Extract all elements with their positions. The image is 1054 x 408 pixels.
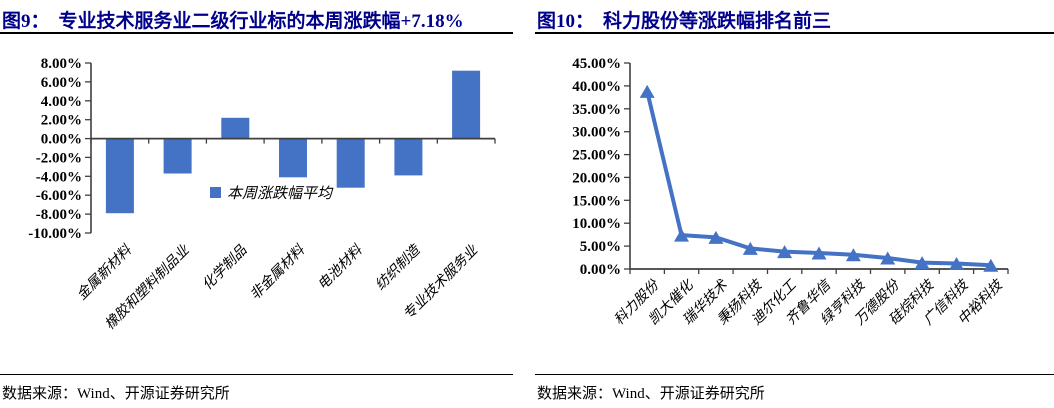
bar <box>394 138 423 176</box>
y-axis-tick-label: 6.00% <box>41 75 82 91</box>
bar <box>452 70 481 139</box>
y-axis-tick-label: 4.00% <box>41 94 82 110</box>
figure9-source-note: 数据来源：Wind、开源证券研究所 <box>2 386 230 402</box>
triangle-marker-icon <box>639 84 655 98</box>
bar <box>105 138 134 214</box>
figure10-label: 图10： <box>537 11 595 32</box>
y-axis-tick-label: 35.00% <box>572 102 621 118</box>
y-axis-tick-label: -4.00% <box>36 169 82 185</box>
x-category-label: 非金属材料 <box>247 242 309 304</box>
x-category-label: 纺织制造 <box>372 241 424 293</box>
y-axis-tick-label: 15.00% <box>572 193 621 209</box>
figure9-title: 专业技术服务业二级行业标的本周涨跌幅+7.18% <box>58 11 464 32</box>
figure10-heading: 图10： 科力股份等涨跌幅排名前三 <box>537 6 831 33</box>
y-axis-tick-label: 0.00% <box>580 262 621 278</box>
y-axis-tick-label: 10.00% <box>572 216 621 232</box>
triangle-marker-icon <box>742 241 758 255</box>
figure9-label: 图9： <box>2 11 50 32</box>
y-axis-tick-label: 2.00% <box>41 113 82 129</box>
triangle-marker-icon <box>949 257 964 270</box>
triangle-marker-icon <box>880 251 896 265</box>
y-axis-tick-label: 5.00% <box>580 239 621 255</box>
x-category-label: 电池材料 <box>315 242 367 294</box>
triangle-marker-icon <box>983 258 999 272</box>
figure9-source-rule <box>0 374 513 375</box>
figure9-heading-rule <box>0 32 513 34</box>
x-category-label: 化学制品 <box>199 242 251 294</box>
figure10-title: 科力股份等涨跌幅排名前三 <box>603 11 832 32</box>
figure10-panel: 图10： 科力股份等涨跌幅排名前三 45.00% 40.00% 35.00% 30.00… <box>535 0 1054 408</box>
y-axis-tick-label: -6.00% <box>36 188 82 204</box>
figure10-line-chart: 45.00% 40.00% 35.00% 30.00% 25.00% 20.00% 15.0… <box>572 56 1009 328</box>
y-axis-tick-label: 20.00% <box>572 170 621 186</box>
x-category-label: 金属新材料 <box>74 242 136 304</box>
bar <box>336 138 365 188</box>
figure10-source-rule <box>535 374 1054 375</box>
figure9-heading: 图9： 专业技术服务业二级行业标的本周涨跌幅+7.18% <box>2 6 464 33</box>
bar <box>221 117 250 139</box>
y-axis-tick-label: -8.00% <box>36 207 82 223</box>
legend-swatch-icon <box>210 187 221 198</box>
figure10-heading-rule <box>535 32 1054 34</box>
figure9-panel: 图9： 专业技术服务业二级行业标的本周涨跌幅+7.18% 8.00% 6.00% 4.… <box>0 0 513 408</box>
legend-label: 本周涨跌幅平均 <box>227 185 334 202</box>
triangle-marker-icon <box>914 256 930 270</box>
line-series <box>645 90 991 268</box>
y-axis-tick-label: 45.00% <box>572 56 621 72</box>
y-axis-tick-label: 30.00% <box>572 125 621 141</box>
bar <box>163 138 192 174</box>
triangle-marker-icon <box>674 228 689 242</box>
triangle-marker-icon <box>777 245 793 259</box>
y-axis-tick-label: 25.00% <box>572 148 621 164</box>
y-axis-tick-label: -2.00% <box>36 150 82 166</box>
y-axis-tick-label: 0.00% <box>41 132 82 148</box>
figure9-bar-chart: 8.00% 6.00% 4.00% 2.00% 0.00% -2.00% -4.00% -6.… <box>28 56 496 333</box>
y-axis-tick-label: 8.00% <box>41 56 82 72</box>
bar <box>279 138 307 178</box>
triangle-marker-icon <box>811 246 827 260</box>
y-axis-tick-label: 40.00% <box>572 79 621 95</box>
triangle-marker-icon <box>708 230 724 244</box>
triangle-marker-icon <box>845 248 861 262</box>
y-axis-tick-label: -10.00% <box>28 226 82 242</box>
figure10-source-note: 数据来源：Wind、开源证券研究所 <box>537 386 765 402</box>
